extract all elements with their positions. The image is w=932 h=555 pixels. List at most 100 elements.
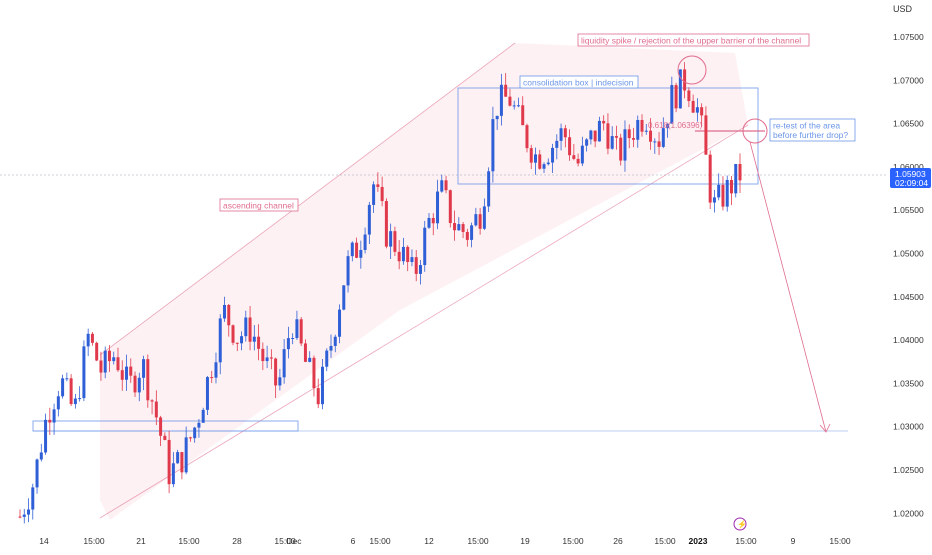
candle-body bbox=[487, 171, 491, 207]
time-tick-label: 15:00 bbox=[829, 536, 851, 546]
candle-body bbox=[52, 409, 56, 423]
candle-body bbox=[414, 257, 418, 274]
candle-body bbox=[453, 223, 457, 231]
candle-body bbox=[691, 100, 695, 113]
candle-body bbox=[146, 359, 150, 401]
candle-body bbox=[597, 120, 601, 142]
current-price-value: 1.05903 bbox=[895, 169, 926, 179]
candle-body bbox=[508, 96, 512, 106]
ascending-channel-fill bbox=[100, 43, 748, 520]
candle-body bbox=[188, 437, 192, 439]
candle-body bbox=[406, 246, 410, 262]
time-tick-label: 26 bbox=[613, 536, 623, 546]
candle-body bbox=[210, 377, 214, 379]
candle-body bbox=[436, 191, 440, 224]
candle-body bbox=[712, 197, 716, 203]
candle-body bbox=[568, 137, 572, 156]
candle-body bbox=[474, 214, 478, 226]
candle-body bbox=[431, 217, 435, 224]
candle-body bbox=[589, 130, 593, 140]
event-icon[interactable] bbox=[733, 517, 747, 531]
candle-body bbox=[291, 337, 295, 339]
candle-body bbox=[61, 378, 65, 397]
candle-body bbox=[687, 90, 691, 101]
candle-body bbox=[359, 249, 363, 258]
candle-body bbox=[610, 136, 614, 149]
liquidity-label-box bbox=[577, 33, 810, 47]
price-tick-label: 1.05000 bbox=[893, 249, 924, 259]
consolidation-label: consolidation box | indecision bbox=[523, 78, 634, 88]
candle-body bbox=[491, 119, 495, 172]
candle-body bbox=[142, 359, 146, 378]
candles-group bbox=[18, 62, 742, 524]
candle-body bbox=[56, 396, 60, 410]
price-tick-label: 1.04000 bbox=[893, 335, 924, 345]
time-tick-label: 15:00 bbox=[562, 536, 584, 546]
candle-body bbox=[278, 377, 282, 386]
candle-body bbox=[22, 514, 26, 517]
candle-body bbox=[125, 366, 129, 380]
retest-label-line1: re-test of the area bbox=[773, 121, 840, 131]
candle-body bbox=[303, 343, 307, 362]
candle-body bbox=[619, 137, 623, 161]
candle-body bbox=[551, 147, 555, 163]
candle-body bbox=[555, 140, 559, 148]
candle-body bbox=[244, 317, 248, 337]
candle-body bbox=[129, 366, 133, 376]
candle-body bbox=[614, 136, 618, 138]
currency-label: USD bbox=[893, 4, 913, 14]
candle-body bbox=[159, 417, 163, 436]
candle-body bbox=[154, 401, 158, 418]
time-tick-label: 28 bbox=[232, 536, 242, 546]
time-tick-label: 15:00 bbox=[83, 536, 105, 546]
candle-body bbox=[282, 349, 286, 378]
candle-body bbox=[320, 366, 324, 405]
candle-body bbox=[163, 435, 167, 440]
candle-body bbox=[725, 179, 729, 207]
candle-body bbox=[235, 342, 239, 344]
candle-body bbox=[657, 141, 661, 147]
candle-body bbox=[674, 85, 678, 109]
candle-body bbox=[116, 357, 120, 371]
candle-body bbox=[222, 304, 226, 319]
candle-body bbox=[35, 459, 39, 488]
candle-body bbox=[734, 163, 738, 194]
candle-body bbox=[214, 362, 218, 378]
candle-body bbox=[448, 190, 452, 224]
candle-body bbox=[461, 224, 465, 232]
candle-body bbox=[99, 360, 103, 373]
candle-body bbox=[86, 333, 90, 347]
candle-body bbox=[295, 319, 299, 338]
candle-body bbox=[546, 162, 550, 165]
candle-body bbox=[133, 375, 137, 393]
candle-body bbox=[103, 350, 107, 373]
candle-body bbox=[636, 120, 640, 140]
time-tick-label: 15:00 bbox=[654, 536, 676, 546]
candle-body bbox=[678, 69, 682, 109]
candle-body bbox=[482, 206, 486, 229]
retest-label-box bbox=[769, 118, 856, 142]
candle-body bbox=[197, 422, 201, 428]
candle-body bbox=[261, 348, 265, 362]
time-tick-label: 14 bbox=[39, 536, 49, 546]
candle-body bbox=[580, 145, 584, 164]
price-tick-label: 1.05500 bbox=[893, 205, 924, 215]
candle-body bbox=[559, 128, 563, 141]
candle-body bbox=[150, 400, 154, 402]
candle-body bbox=[48, 419, 52, 423]
candle-body bbox=[683, 69, 687, 91]
liquidity-spike-circle bbox=[677, 55, 707, 85]
candle-body bbox=[265, 357, 269, 362]
candle-body bbox=[329, 345, 333, 351]
candle-body bbox=[316, 388, 320, 405]
candle-body bbox=[708, 154, 712, 203]
candle-body bbox=[670, 85, 674, 124]
price-axis[interactable]: 1.07500 1.07000 1.06500 1.06000 1.05500 1.050… bbox=[893, 32, 924, 518]
candle-body bbox=[542, 164, 546, 169]
candle-body bbox=[631, 138, 635, 140]
candle-body bbox=[227, 304, 231, 326]
time-tick-label: 19 bbox=[520, 536, 530, 546]
candle-body bbox=[193, 427, 197, 439]
